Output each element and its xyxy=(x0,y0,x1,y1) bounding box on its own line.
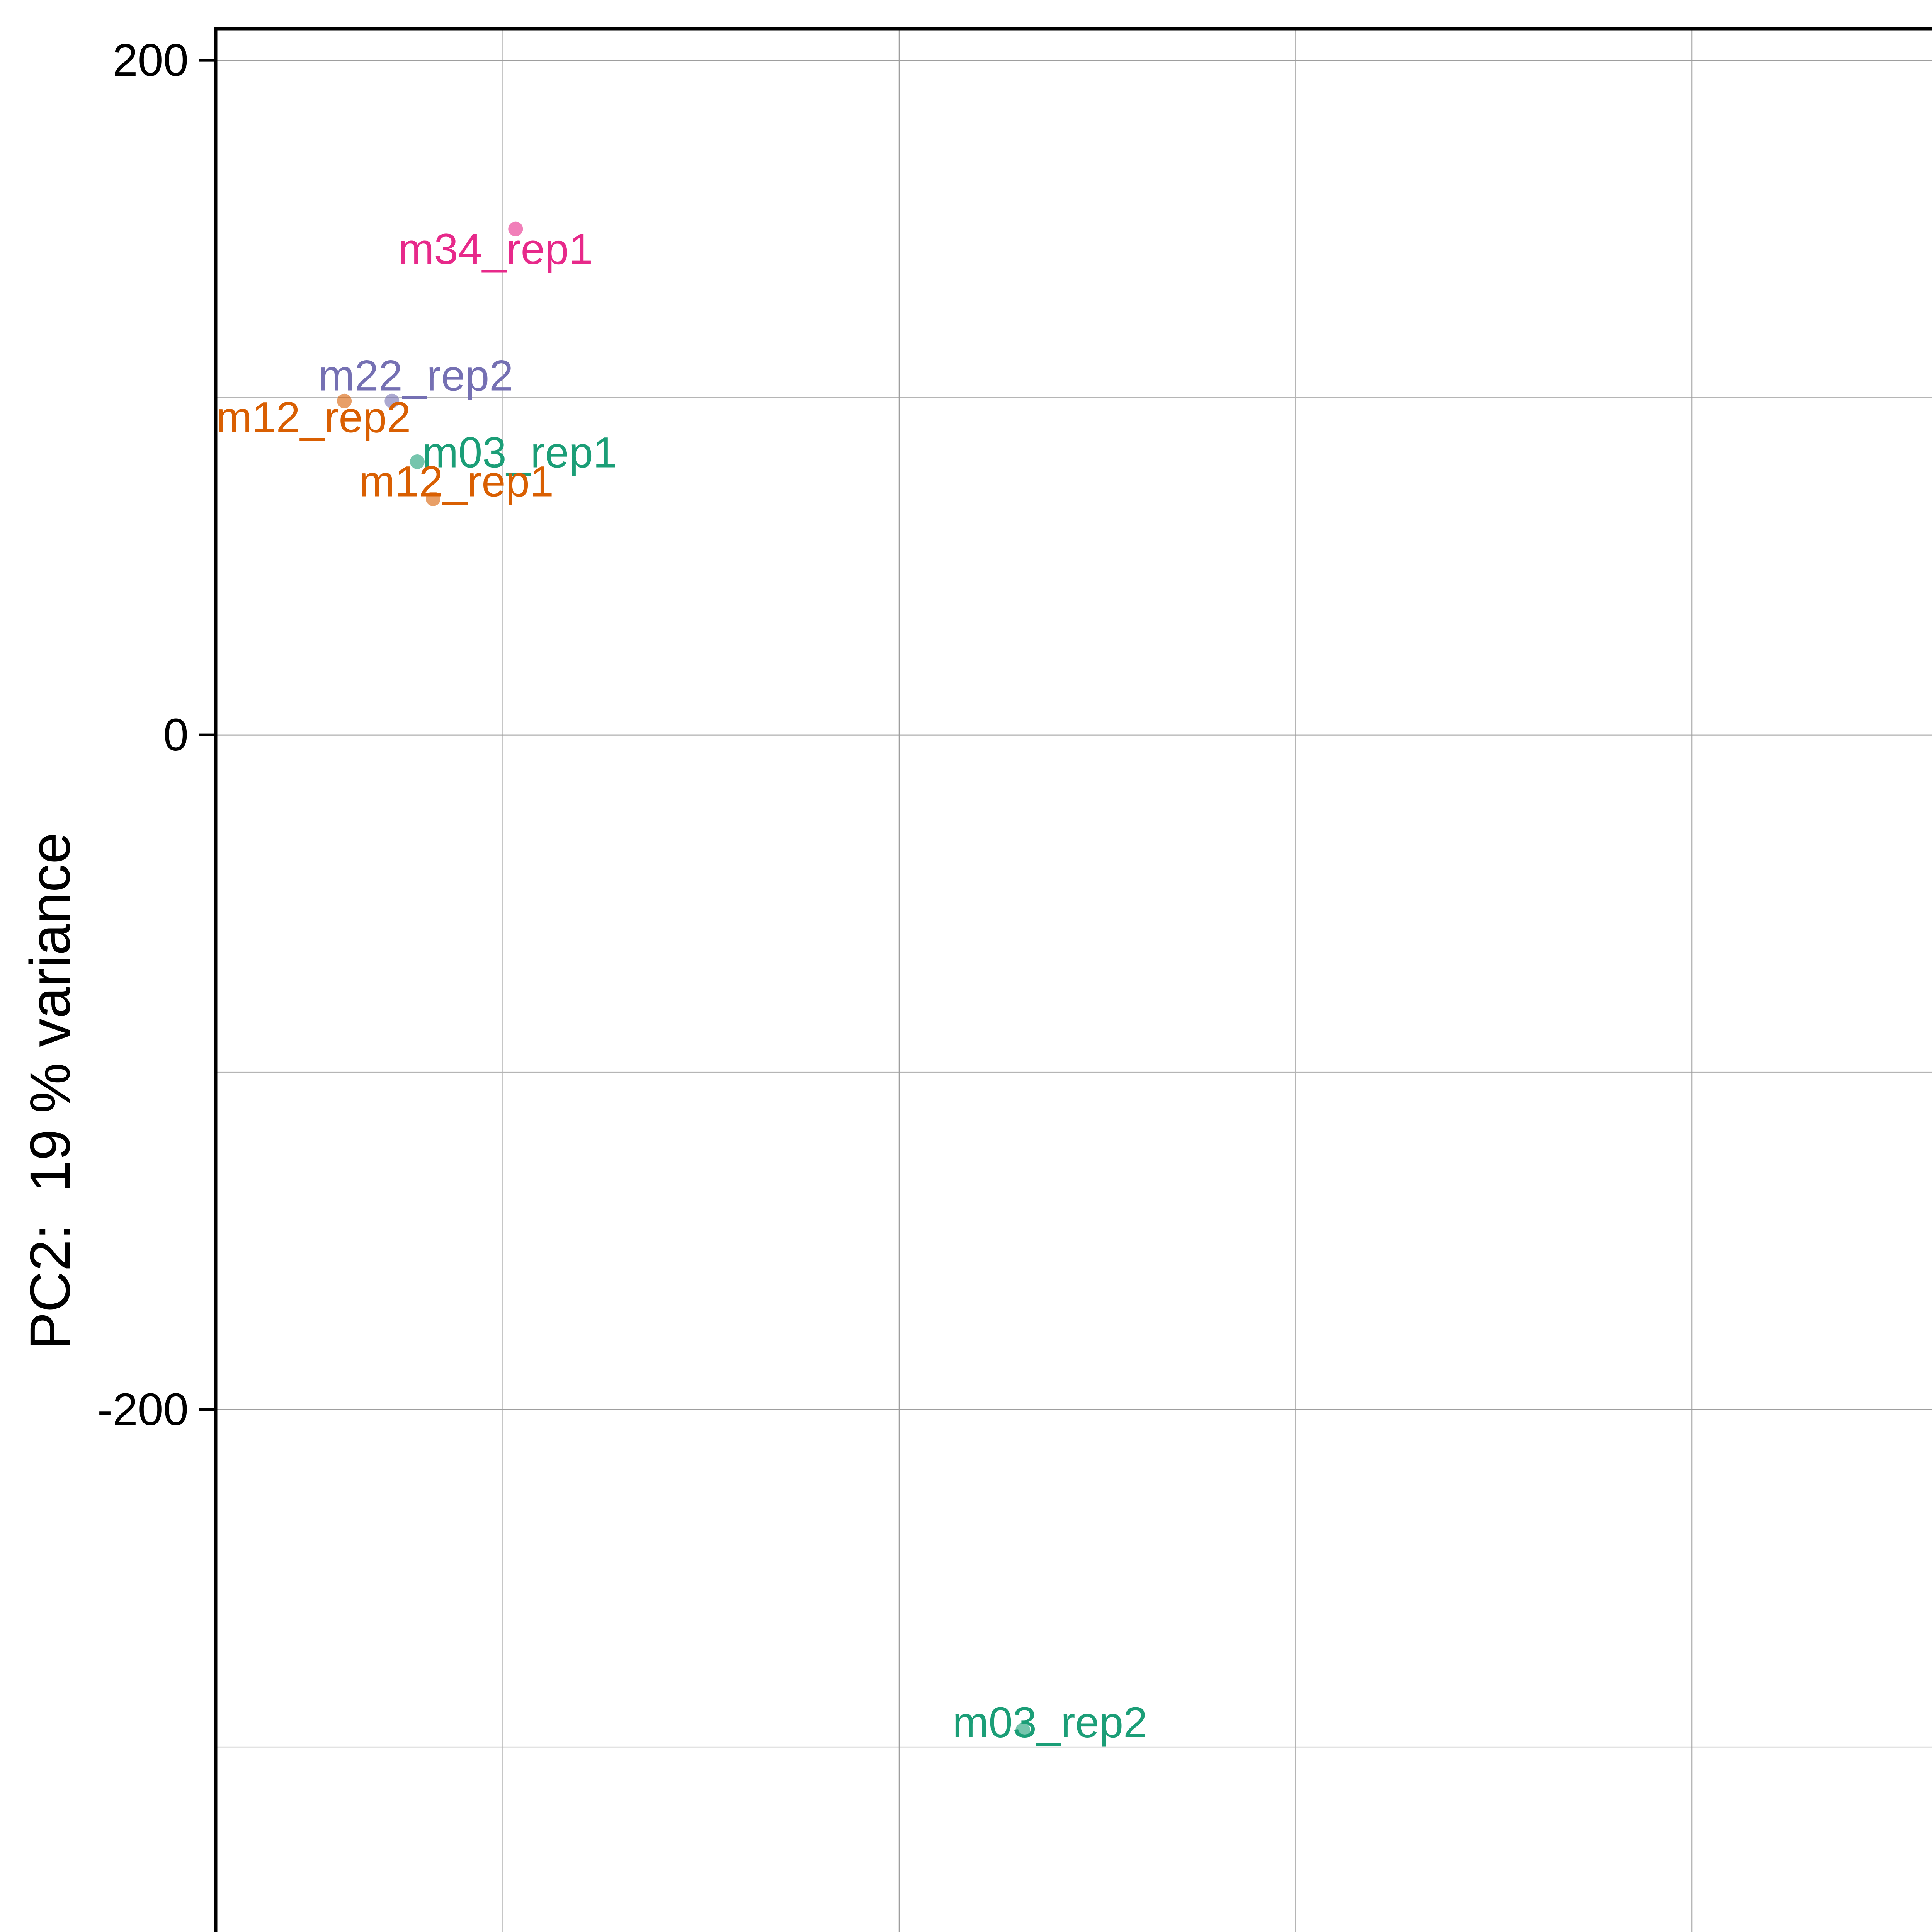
point-label-m22_rep2: m22_rep2 xyxy=(318,351,513,400)
axis-tick-marks xyxy=(199,59,216,1411)
data-point-m03_rep2 xyxy=(1015,1723,1031,1738)
gridlines-minor xyxy=(216,29,1932,1932)
data-points xyxy=(337,221,1031,1738)
y-axis-tick-label: -200 xyxy=(97,1384,189,1435)
data-point-m22_rep2 xyxy=(384,393,400,408)
point-label-m03_rep2: m03_rep2 xyxy=(952,1698,1147,1747)
point-label-m12_rep2: m12_rep2 xyxy=(216,393,411,441)
axis-tick-labels: 02505002000-200-400 xyxy=(97,35,189,1435)
point-label-m12_rep1: m12_rep1 xyxy=(359,457,554,505)
y-axis-tick-label: 0 xyxy=(163,709,189,760)
data-point-m12_rep1 xyxy=(425,491,440,506)
gridlines-major xyxy=(216,29,1932,1932)
point-label-m03_rep1: m03_rep1 xyxy=(422,428,617,476)
data-point-m03_rep1 xyxy=(410,454,425,469)
y-axis-title: PC2: 19 % variance xyxy=(19,832,82,1350)
point-label-m34_rep1: m34_rep1 xyxy=(398,225,593,273)
data-point-labels: m34_rep1 m22_rep2m12_rep2m03_rep1m12_rep1… xyxy=(216,225,1147,1747)
y-axis-tick-label: 200 xyxy=(112,35,189,86)
data-point-m34_rep1 xyxy=(508,221,523,236)
panel-border xyxy=(214,27,1932,1932)
data-point-m12_rep2 xyxy=(337,393,352,408)
